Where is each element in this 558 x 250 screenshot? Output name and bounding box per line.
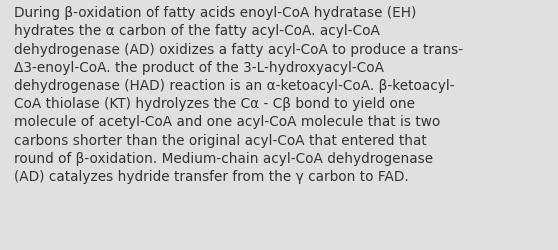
Text: During β-oxidation of fatty acids enoyl-CoA hydratase (EH)
hydrates the α carbon: During β-oxidation of fatty acids enoyl-… <box>14 6 463 183</box>
